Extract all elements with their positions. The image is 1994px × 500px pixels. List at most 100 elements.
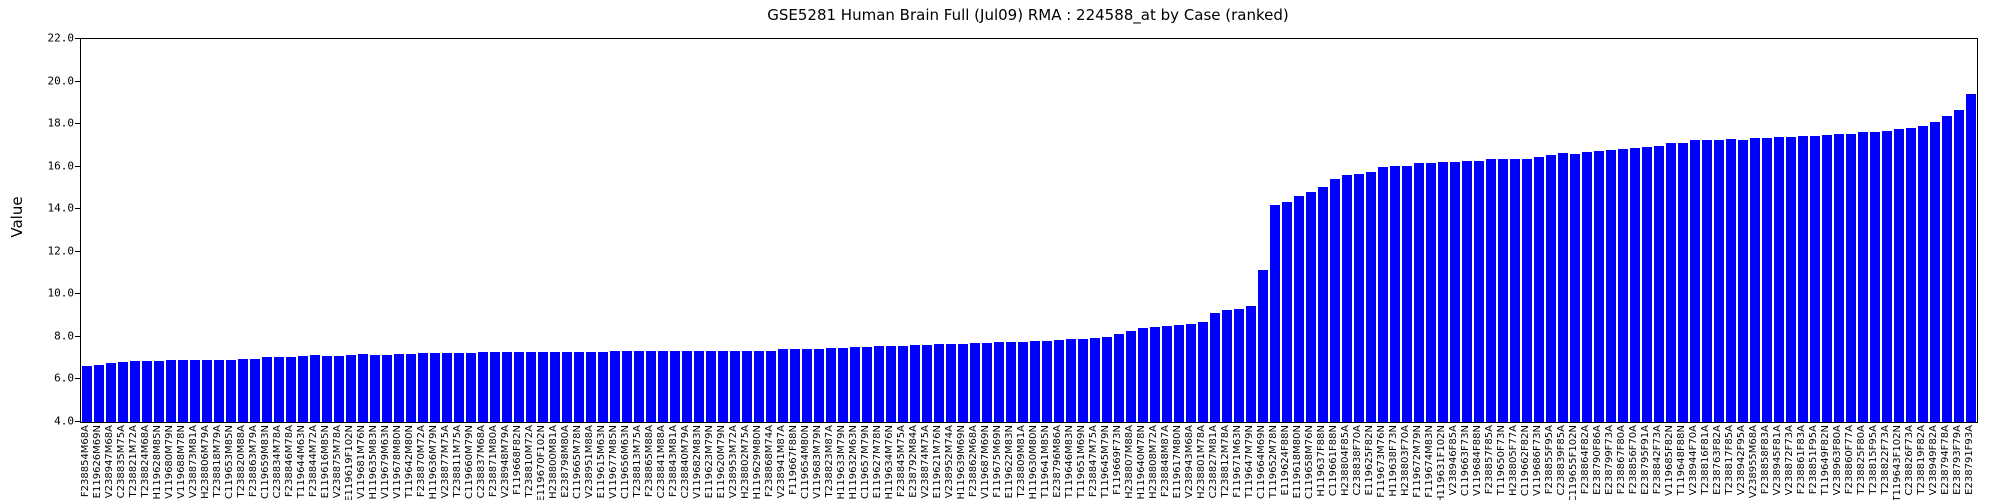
bar — [1198, 322, 1208, 422]
bar — [1342, 174, 1352, 422]
x-tick-label: V238943M68A — [1184, 425, 1195, 499]
bar — [1774, 137, 1784, 422]
bar — [1654, 146, 1664, 422]
x-tick-label: E119623M79N — [704, 425, 715, 499]
x-tick-label: C119661F88N — [1328, 425, 1339, 497]
bar — [886, 346, 896, 422]
bar — [658, 351, 668, 422]
bar — [1354, 173, 1364, 422]
bar — [1750, 138, 1760, 422]
bar — [814, 348, 824, 422]
x-tick-label: F238848M87A — [1160, 425, 1171, 498]
bar — [562, 351, 572, 422]
bar — [118, 362, 128, 422]
x-tick-label: T238809M81A — [1016, 425, 1027, 498]
x-tick-label: H238807M88A — [1124, 425, 1135, 499]
bar — [838, 347, 848, 422]
x-tick-label: E238794F78A — [1940, 425, 1951, 495]
bar — [490, 352, 500, 422]
bar — [598, 351, 608, 422]
x-tick-label: V238873M81A — [188, 425, 199, 499]
x-tick-label: F238857F85A — [1484, 425, 1495, 495]
bar — [1942, 115, 1952, 422]
bar — [382, 354, 392, 422]
bar — [922, 344, 932, 422]
x-tick-label: V119678M80N — [392, 425, 403, 499]
x-tick-label: F119669F73N — [1112, 425, 1123, 495]
x-tick-label: F238842F73A — [1652, 425, 1663, 495]
chart-title: GSE5281 Human Brain Full (Jul09) RMA : 2… — [767, 6, 1289, 24]
x-tick-label: T119647M79N — [1244, 425, 1255, 499]
bar — [1234, 309, 1244, 422]
bar — [1162, 326, 1172, 422]
x-tick-label: F238856F70A — [1628, 425, 1639, 495]
bar — [178, 359, 188, 422]
y-tick-label: 10.0 — [47, 286, 75, 300]
bar — [394, 353, 404, 422]
bar — [526, 352, 536, 422]
x-tick-label: V238944F70A — [1688, 425, 1699, 496]
y-tick-label: 12.0 — [47, 244, 75, 258]
bar — [622, 351, 632, 422]
bar — [478, 352, 488, 422]
x-tick-label: F238867F80A — [1616, 425, 1627, 495]
bar — [1030, 341, 1040, 422]
x-tick-label: V238948M79A — [500, 425, 511, 499]
x-tick-label: T238818M79A — [212, 425, 223, 498]
bar — [1210, 313, 1220, 422]
x-tick-label: T238823M87A — [824, 425, 835, 498]
bar — [418, 353, 428, 422]
bar — [1594, 150, 1604, 422]
bar — [1042, 341, 1052, 422]
bar — [1930, 121, 1940, 422]
bar — [994, 342, 1004, 422]
y-tick-mark — [75, 38, 80, 39]
x-tick-label: F238862M68A — [968, 425, 979, 498]
x-tick-label: H119637F88N — [1316, 425, 1327, 497]
bar — [1762, 138, 1772, 422]
x-tick-label: T119644M63N — [296, 425, 307, 499]
bar — [1090, 337, 1100, 422]
x-tick-label: T238817F85A — [1724, 425, 1735, 495]
bar — [1318, 186, 1328, 422]
bar — [1474, 160, 1484, 422]
x-tick-label: E119627M78N — [872, 425, 883, 499]
bar — [322, 355, 332, 422]
x-tick-label: V238955M68A — [1748, 425, 1759, 499]
bar — [1714, 140, 1724, 422]
x-tick-label: H119634M76N — [884, 425, 895, 500]
x-tick-label: V119681M76N — [356, 425, 367, 499]
x-tick-label: H119631F102N — [1436, 425, 1447, 500]
x-tick-label: E119620M79N — [716, 425, 727, 499]
x-tick-label: V238953M72A — [728, 425, 739, 499]
x-tick-label: V238942F95A — [1736, 425, 1747, 496]
bar — [898, 345, 908, 422]
bar — [946, 343, 956, 422]
bar — [190, 359, 200, 422]
bar — [1606, 149, 1616, 422]
x-tick-label: T119648F88N — [1676, 425, 1687, 496]
x-tick-label: E238796M86A — [1052, 425, 1063, 498]
x-tick-label: E119616M85N — [320, 425, 331, 499]
x-tick-label: C119658M76N — [1304, 425, 1315, 499]
bar — [1102, 336, 1112, 422]
x-tick-label: V238872F73A — [1784, 425, 1795, 496]
x-tick-label: C238840M79A — [680, 425, 691, 499]
y-tick-label: 8.0 — [54, 329, 74, 343]
bar — [334, 355, 344, 422]
x-tick-label: F238858F83A — [1760, 425, 1771, 495]
x-tick-label: C119665M78N — [572, 425, 583, 499]
x-tick-label: T119651M69N — [1076, 425, 1087, 499]
bar — [1462, 160, 1472, 422]
x-tick-label: H119638F73N — [1388, 425, 1399, 497]
bar — [1018, 342, 1028, 422]
x-tick-label: H238803F70A — [1400, 425, 1411, 497]
bar — [1906, 128, 1916, 422]
x-tick-label: F119674M83N — [1424, 425, 1435, 498]
x-tick-label: F119675M69N — [992, 425, 1003, 498]
x-tick-label: T238816F81A — [1700, 425, 1711, 495]
x-tick-label: C238839F85A — [1556, 425, 1567, 496]
x-tick-label: T238824M68A — [140, 425, 151, 498]
x-tick-label: C238835M75A — [116, 425, 127, 499]
bar — [1270, 204, 1280, 422]
